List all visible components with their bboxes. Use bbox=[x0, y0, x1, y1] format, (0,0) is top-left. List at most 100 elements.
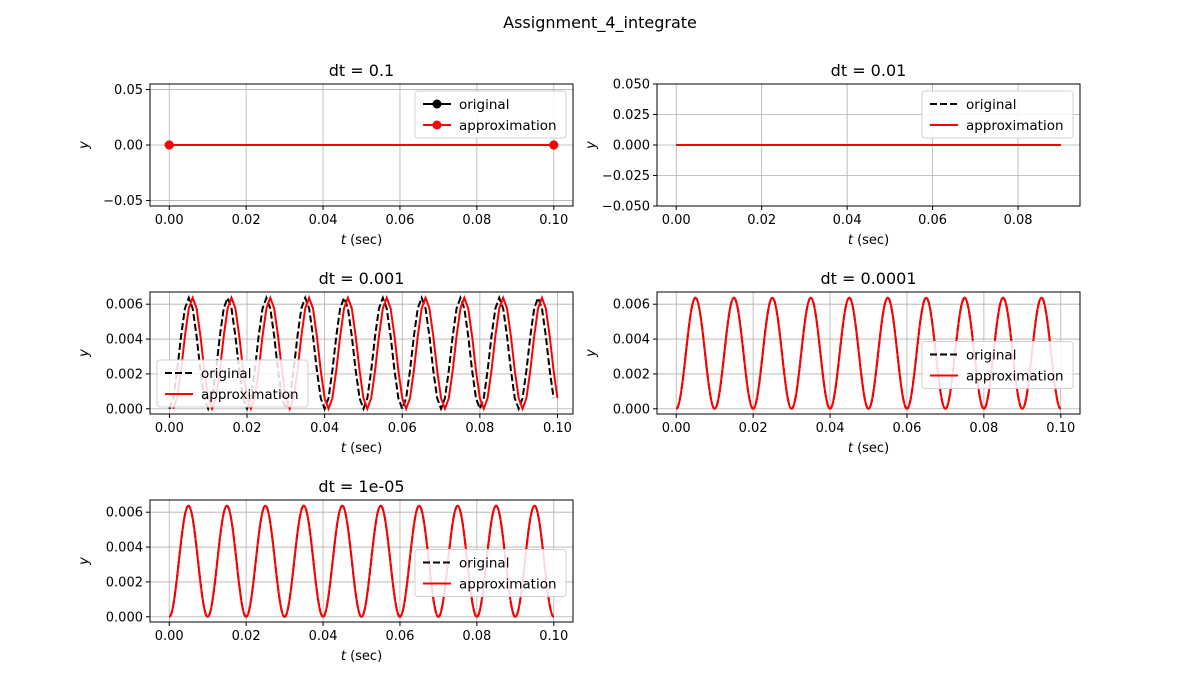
y-tick-label: 0.006 bbox=[106, 506, 143, 521]
x-tick-label: 0.10 bbox=[539, 213, 568, 228]
legend-label-original: original bbox=[201, 366, 251, 382]
subplot-title: dt = 0.01 bbox=[831, 61, 907, 80]
y-tick-label: 0.002 bbox=[106, 367, 143, 382]
legend-marker-original bbox=[432, 99, 442, 109]
x-axis-label: t (sec) bbox=[848, 233, 889, 248]
subplot-1: 0.00 0.02 0.04 0.06 0.08 0.10 −0.05 0.00 0.05 dt … bbox=[77, 61, 574, 248]
x-tick-label: 0.04 bbox=[833, 213, 862, 228]
legend-box bbox=[414, 90, 567, 139]
y-tick-label: −0.025 bbox=[602, 169, 650, 184]
legend-label-original: original bbox=[966, 97, 1016, 113]
x-axis-unit: (sec) bbox=[853, 441, 889, 456]
figure-title: Assignment_4_integrate bbox=[503, 13, 697, 33]
legend-label-original: original bbox=[459, 556, 509, 572]
y-tick-label: 0.006 bbox=[613, 298, 650, 313]
series-line-approximation bbox=[675, 296, 1062, 410]
x-tick-label: 0.00 bbox=[155, 421, 184, 436]
legend: original approximation bbox=[156, 359, 309, 408]
y-tick-label: 0.050 bbox=[613, 78, 650, 93]
legend: original approximation bbox=[414, 90, 567, 139]
x-axis-unit: (sec) bbox=[346, 649, 382, 664]
legend-marker-approximation bbox=[432, 120, 442, 130]
legend: original approximation bbox=[414, 549, 567, 597]
series-group bbox=[675, 296, 1062, 410]
x-tick-label: 0.00 bbox=[155, 629, 184, 644]
subplot-2: 0.00 0.02 0.04 0.06 0.08 −0.050 −0.025 0.000 0.0… bbox=[584, 61, 1081, 248]
subplot-title: dt = 0.1 bbox=[329, 61, 394, 80]
legend-label-original: original bbox=[459, 97, 509, 113]
series-line-approximation bbox=[172, 294, 559, 412]
x-axis-unit: (sec) bbox=[346, 441, 382, 456]
y-axis-label: y bbox=[77, 349, 92, 358]
x-tick-label: 0.04 bbox=[309, 629, 338, 644]
legend-box bbox=[921, 341, 1074, 389]
y-tick-label: 0.006 bbox=[106, 298, 143, 313]
y-tick-label: 0.000 bbox=[613, 139, 650, 154]
series-line-approximation bbox=[169, 504, 554, 618]
y-tick-label: 0.05 bbox=[114, 83, 143, 98]
subplot-title: dt = 0.0001 bbox=[821, 269, 917, 288]
x-tick-label: 0.02 bbox=[232, 213, 261, 228]
x-axis-label: t (sec) bbox=[341, 441, 382, 456]
y-axis-label: y bbox=[584, 141, 599, 150]
legend-label-original: original bbox=[966, 348, 1016, 364]
legend-label-approximation: approximation bbox=[459, 118, 557, 134]
y-tick-label: −0.050 bbox=[602, 200, 650, 215]
x-tick-label: 0.04 bbox=[309, 213, 338, 228]
x-tick-label: 0.02 bbox=[232, 629, 261, 644]
y-axis-label: y bbox=[77, 557, 92, 566]
subplot-4: 0.00 0.02 0.04 0.06 0.08 0.10 0.000 0.002 0.004 0… bbox=[584, 269, 1081, 456]
x-axis-label: t (sec) bbox=[848, 441, 889, 456]
x-tick-label: 0.10 bbox=[543, 421, 572, 436]
y-tick-label: −0.05 bbox=[103, 194, 143, 209]
x-tick-label: 0.06 bbox=[892, 421, 921, 436]
x-tick-label: 0.00 bbox=[662, 421, 691, 436]
y-tick-label: 0.000 bbox=[106, 610, 143, 625]
x-axis-unit: (sec) bbox=[346, 233, 382, 248]
legend-label-approximation: approximation bbox=[459, 577, 557, 593]
x-tick-label: 0.10 bbox=[1046, 421, 1075, 436]
x-tick-label: 0.06 bbox=[388, 421, 417, 436]
x-tick-label: 0.02 bbox=[233, 421, 262, 436]
x-axis-variable: t bbox=[341, 441, 347, 456]
x-axis-variable: t bbox=[341, 233, 347, 248]
legend-label-approximation: approximation bbox=[966, 118, 1064, 134]
x-axis-variable: t bbox=[848, 233, 854, 248]
legend-box bbox=[921, 90, 1074, 139]
x-axis-label: t (sec) bbox=[341, 649, 382, 664]
legend-box bbox=[414, 549, 567, 597]
y-tick-label: 0.00 bbox=[114, 139, 143, 154]
legend-label-approximation: approximation bbox=[201, 387, 299, 403]
series-point-approximation bbox=[164, 140, 174, 150]
x-tick-label: 0.00 bbox=[662, 213, 691, 228]
axes-frame bbox=[656, 291, 1081, 415]
legend: original approximation bbox=[921, 341, 1074, 389]
y-tick-label: 0.004 bbox=[106, 333, 143, 348]
y-axis-label: y bbox=[77, 141, 92, 150]
series-point-approximation bbox=[549, 140, 559, 150]
axes-frame bbox=[149, 291, 574, 415]
legend: original approximation bbox=[921, 90, 1074, 139]
series-line-original bbox=[168, 294, 555, 412]
y-tick-label: 0.000 bbox=[613, 402, 650, 417]
x-tick-label: 0.08 bbox=[969, 421, 998, 436]
subplot-3: 0.00 0.02 0.04 0.06 0.08 0.10 0.000 0.002 0.004 0… bbox=[77, 269, 574, 456]
subplot-title: dt = 0.001 bbox=[319, 269, 405, 288]
x-tick-label: 0.08 bbox=[462, 629, 491, 644]
x-axis-label: t (sec) bbox=[341, 233, 382, 248]
x-tick-label: 0.10 bbox=[539, 629, 568, 644]
x-tick-label: 0.04 bbox=[816, 421, 845, 436]
series-group bbox=[168, 294, 559, 412]
legend-label-approximation: approximation bbox=[966, 369, 1064, 385]
x-tick-label: 0.08 bbox=[465, 421, 494, 436]
x-tick-label: 0.06 bbox=[385, 629, 414, 644]
series-group bbox=[169, 504, 554, 618]
legend-box bbox=[156, 359, 309, 408]
subplot-5: 0.00 0.02 0.04 0.06 0.08 0.10 0.000 0.002 0.004 0… bbox=[77, 477, 574, 664]
x-axis-variable: t bbox=[341, 649, 347, 664]
axes-frame bbox=[149, 499, 574, 623]
x-tick-label: 0.08 bbox=[462, 213, 491, 228]
x-axis-variable: t bbox=[848, 441, 854, 456]
subplots: 0.00 0.02 0.04 0.06 0.08 0.10 −0.05 0.00 0.05 dt … bbox=[77, 61, 1081, 664]
